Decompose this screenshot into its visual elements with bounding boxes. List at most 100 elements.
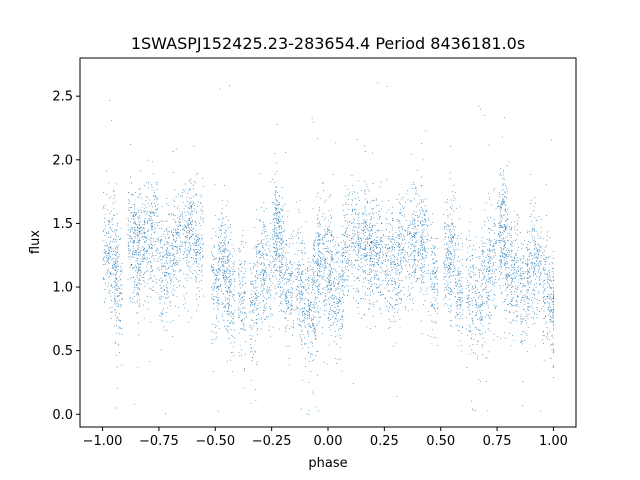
scatter-point: [180, 245, 182, 247]
scatter-point: [190, 223, 192, 224]
scatter-point: [268, 329, 270, 331]
scatter-point: [255, 293, 257, 294]
scatter-point: [366, 225, 368, 227]
scatter-point: [173, 214, 175, 215]
scatter-point: [346, 201, 347, 203]
scatter-point: [107, 253, 109, 254]
scatter-point: [324, 275, 326, 277]
scatter-point: [368, 288, 370, 290]
scatter-point: [317, 264, 319, 265]
scatter-point: [242, 302, 244, 304]
scatter-point: [307, 333, 309, 335]
scatter-point: [330, 216, 332, 218]
scatter-point: [336, 288, 338, 290]
scatter-point: [378, 218, 380, 220]
scatter-point: [267, 286, 269, 288]
scatter-point: [370, 229, 372, 231]
scatter-point: [257, 261, 259, 263]
scatter-point: [286, 281, 288, 283]
scatter-point: [414, 225, 416, 227]
scatter-point: [339, 260, 341, 262]
scatter-point: [177, 217, 179, 219]
scatter-point: [266, 274, 267, 276]
scatter-point: [360, 318, 362, 319]
scatter-point: [405, 264, 406, 266]
scatter-point: [312, 279, 314, 281]
scatter-point: [300, 336, 301, 338]
scatter-point: [347, 270, 349, 272]
scatter-point: [144, 222, 146, 224]
scatter-point: [241, 318, 243, 320]
scatter-point: [269, 250, 271, 252]
scatter-point: [298, 272, 300, 273]
scatter-point: [355, 278, 357, 280]
scatter-point: [329, 324, 331, 326]
scatter-point: [195, 258, 197, 260]
scatter-point: [287, 270, 289, 272]
scatter-point: [352, 383, 354, 384]
scatter-point: [166, 198, 168, 200]
scatter-point: [292, 287, 294, 289]
scatter-point: [322, 239, 324, 241]
scatter-point: [230, 359, 232, 361]
scatter-point: [399, 243, 400, 245]
scatter-point: [186, 257, 188, 258]
scatter-point: [226, 271, 228, 273]
scatter-point: [268, 290, 269, 292]
scatter-point: [190, 216, 192, 218]
scatter-point: [174, 215, 176, 217]
scatter-point: [152, 286, 154, 288]
scatter-point: [296, 298, 298, 300]
scatter-point: [188, 197, 190, 199]
scatter-point: [332, 280, 334, 282]
scatter-point: [179, 248, 181, 250]
scatter-point: [341, 319, 343, 321]
scatter-point: [318, 288, 320, 290]
scatter-point: [262, 252, 264, 254]
scatter-point: [287, 252, 289, 254]
scatter-point: [227, 326, 229, 328]
scatter-point: [239, 299, 241, 301]
scatter-point: [184, 298, 186, 300]
scatter-point: [260, 301, 262, 303]
scatter-point: [317, 272, 319, 274]
scatter-point: [166, 233, 168, 235]
scatter-point: [163, 308, 165, 309]
scatter-point: [113, 238, 115, 240]
scatter-point: [188, 238, 190, 240]
scatter-point: [316, 351, 318, 353]
scatter-point: [279, 254, 281, 256]
scatter-point: [351, 273, 353, 274]
scatter-point: [372, 264, 374, 265]
scatter-point: [314, 271, 316, 273]
scatter-point: [327, 284, 329, 286]
scatter-point: [276, 237, 278, 239]
scatter-point: [279, 220, 281, 222]
scatter-point: [149, 258, 150, 260]
scatter-point: [301, 339, 303, 341]
scatter-point: [198, 245, 200, 247]
scatter-point: [280, 266, 282, 268]
scatter-point: [195, 252, 197, 254]
scatter-point: [311, 118, 313, 120]
scatter-point: [114, 254, 115, 255]
scatter-point: [316, 259, 318, 261]
scatter-point: [280, 286, 281, 288]
scatter-point: [109, 255, 111, 257]
scatter-point: [157, 215, 159, 217]
scatter-point: [154, 241, 156, 243]
scatter-point: [143, 258, 144, 260]
scatter-point: [275, 203, 277, 205]
scatter-point: [227, 278, 228, 280]
scatter-point: [324, 233, 326, 235]
scatter-point: [298, 270, 300, 272]
scatter-point: [252, 353, 254, 355]
scatter-point: [132, 214, 134, 216]
scatter-point: [300, 338, 302, 340]
scatter-point: [194, 249, 196, 251]
scatter-point: [310, 262, 312, 264]
scatter-point: [402, 228, 404, 230]
scatter-point: [241, 313, 243, 315]
scatter-point: [291, 271, 293, 272]
scatter-point: [360, 238, 362, 240]
